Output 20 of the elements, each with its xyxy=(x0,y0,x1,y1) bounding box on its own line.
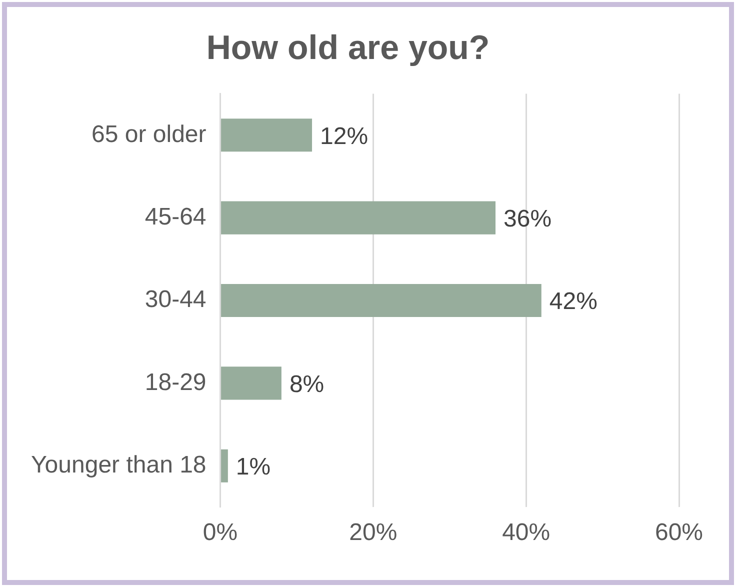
data-label: 42% xyxy=(549,288,598,316)
bar xyxy=(221,201,496,234)
x-tick-label: 60% xyxy=(654,519,704,546)
data-label: 1% xyxy=(236,453,271,480)
x-tick-label: 0% xyxy=(202,519,238,546)
y-tick-label: 18-29 xyxy=(144,368,206,396)
y-tick-label: 30-44 xyxy=(144,286,206,314)
chart-title: How old are you? xyxy=(206,28,490,67)
bar xyxy=(221,118,312,152)
y-tick-label: Younger than 18 xyxy=(30,451,206,478)
bar xyxy=(221,284,542,318)
y-tick-label: 65 or older xyxy=(92,120,206,148)
y-tick-label: 45-64 xyxy=(144,203,206,230)
bar xyxy=(221,366,282,400)
data-label: 8% xyxy=(289,370,324,398)
bar xyxy=(221,449,228,482)
x-tick-label: 40% xyxy=(502,519,550,546)
x-tick-label: 20% xyxy=(349,519,398,546)
data-label: 12% xyxy=(320,122,368,150)
data-label: 36% xyxy=(504,205,552,232)
